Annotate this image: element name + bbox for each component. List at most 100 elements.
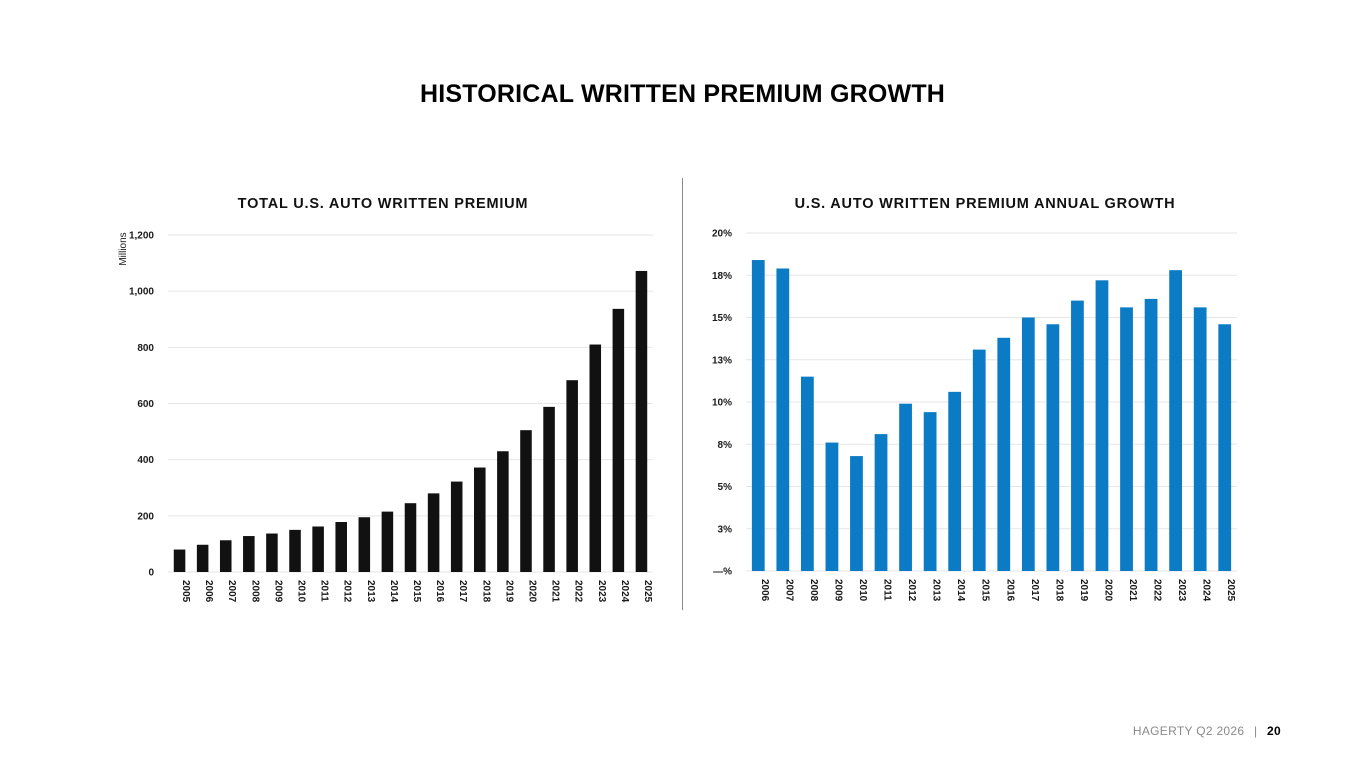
left-chart-title: TOTAL U.S. AUTO WRITTEN PREMIUM [237, 196, 529, 212]
x-tick-label: 2015 [980, 579, 991, 602]
y-tick-label: 200 [137, 511, 154, 522]
x-tick-label: 2021 [550, 580, 561, 603]
x-tick-label: 2006 [759, 579, 770, 602]
x-tick-label: 2007 [226, 580, 237, 603]
bar [751, 260, 765, 571]
x-tick-label: 2007 [783, 579, 794, 602]
bar [923, 412, 937, 571]
right-chart-title: U.S. AUTO WRITTEN PREMIUM ANNUAL GROWTH [794, 196, 1176, 212]
bar [566, 380, 578, 572]
bar [289, 529, 301, 572]
bar [1071, 300, 1084, 571]
y-tick-label: 800 [137, 343, 154, 354]
x-tick-label: 2010 [296, 580, 307, 603]
bar [972, 349, 986, 571]
footer-period: Q2 2026 [1196, 724, 1245, 738]
bar [358, 517, 371, 572]
bar [825, 442, 839, 571]
y-tick-label: 15% [712, 313, 732, 324]
x-tick-label: 2025 [1225, 579, 1236, 602]
bar [427, 493, 440, 572]
y-tick-label: 400 [137, 455, 154, 466]
y-tick-label: 1,200 [129, 231, 154, 242]
y-tick-label: 8% [718, 440, 733, 451]
y-axis-title: Millions [118, 232, 129, 265]
bar [899, 403, 912, 571]
bar [1169, 270, 1183, 571]
x-tick-label: 2016 [434, 580, 445, 603]
x-tick-label: 2022 [573, 580, 584, 603]
bar [173, 549, 186, 572]
x-tick-label: 2019 [503, 580, 514, 603]
bar [335, 522, 347, 572]
x-tick-label: 2010 [857, 579, 868, 602]
x-tick-label: 2018 [1053, 579, 1064, 602]
x-tick-label: 2025 [642, 580, 653, 603]
x-tick-label: 2018 [480, 580, 491, 603]
x-tick-label: 2015 [411, 580, 422, 603]
bar [381, 511, 394, 572]
x-tick-label: 2008 [808, 579, 819, 602]
x-tick-label: 2019 [1078, 579, 1089, 602]
x-tick-label: 2016 [1004, 579, 1015, 602]
bar [1046, 324, 1060, 571]
bar [850, 456, 863, 571]
x-tick-label: 2022 [1152, 579, 1163, 602]
page-title: HISTORICAL WRITTEN PREMIUM GROWTH [419, 80, 946, 108]
x-tick-label: 2012 [342, 580, 353, 603]
bar [404, 503, 417, 572]
bar [1144, 298, 1158, 571]
y-tick-label: 18% [712, 271, 732, 282]
y-tick-label: 1,000 [129, 287, 154, 298]
x-tick-label: 2012 [906, 579, 917, 602]
x-tick-label: 2020 [526, 580, 537, 603]
y-tick-label: 10% [712, 398, 732, 409]
x-tick-label: 2017 [457, 580, 468, 603]
y-tick-label: 0 [148, 568, 154, 579]
bar [1095, 280, 1109, 571]
chart-divider [682, 178, 683, 610]
x-tick-label: 2013 [365, 580, 376, 603]
x-tick-label: 2024 [619, 580, 630, 603]
footer-company: HAGERTY [1132, 724, 1193, 738]
bar [874, 434, 888, 571]
x-tick-label: 2011 [882, 579, 893, 601]
bar [474, 467, 486, 572]
x-tick-label: 2014 [955, 579, 966, 602]
bar [266, 533, 278, 572]
bar [635, 270, 648, 572]
bar [196, 544, 209, 572]
bar [219, 540, 232, 572]
bar [589, 344, 602, 572]
footer-separator: | [1253, 724, 1258, 738]
bar [1218, 324, 1232, 571]
y-tick-label: 5% [718, 482, 733, 493]
x-tick-label: 2009 [832, 579, 843, 602]
y-tick-label: 13% [712, 355, 732, 366]
bar [1193, 307, 1207, 571]
bar [776, 268, 790, 571]
bar [800, 376, 814, 571]
x-tick-label: 2023 [596, 580, 607, 603]
y-tick-label: 3% [718, 524, 733, 535]
bar [497, 451, 509, 572]
x-tick-label: 2017 [1029, 579, 1040, 602]
bar [312, 526, 324, 572]
x-tick-label: 2020 [1102, 579, 1113, 602]
y-tick-label: 600 [137, 399, 154, 410]
bar [520, 430, 532, 572]
x-tick-label: 2008 [249, 580, 260, 603]
x-tick-label: 2011 [319, 580, 330, 602]
x-tick-label: 2021 [1127, 579, 1138, 602]
bar [243, 536, 255, 572]
x-tick-label: 2024 [1201, 579, 1212, 602]
bar [612, 308, 625, 572]
y-tick-label: 20% [712, 229, 732, 240]
bar [1120, 307, 1133, 571]
bar [543, 406, 555, 572]
bar [450, 481, 463, 572]
x-tick-label: 2006 [203, 580, 214, 603]
x-tick-label: 2009 [272, 580, 283, 603]
